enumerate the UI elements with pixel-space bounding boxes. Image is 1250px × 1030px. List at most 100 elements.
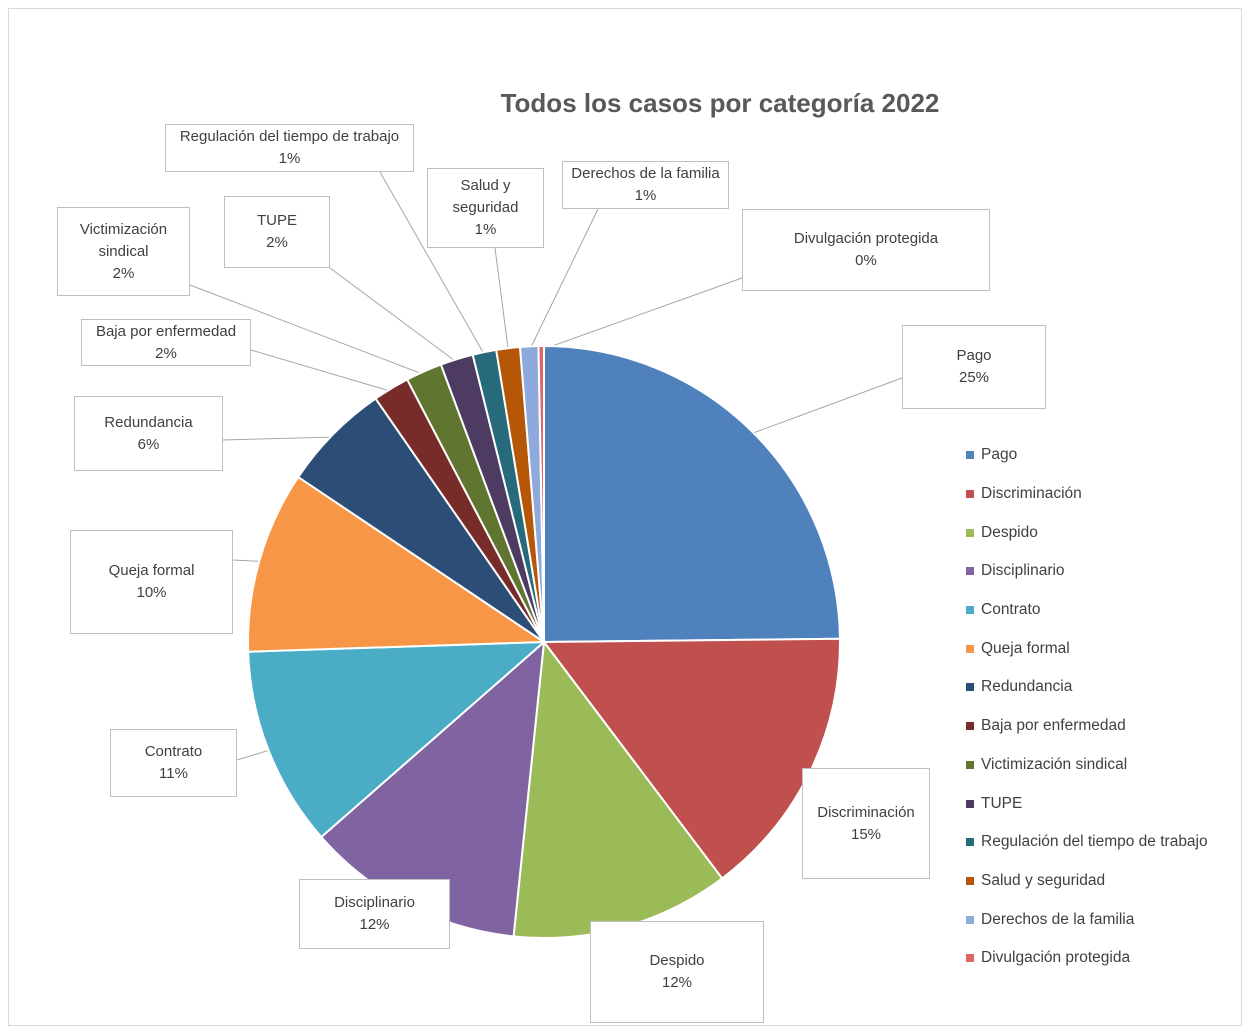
legend-label: Despido [981,523,1038,541]
data-label-baja-por-enfermedad: Baja por enfermedad 2% [81,319,251,366]
pie-slice-divulgacion-protegida [537,344,545,643]
legend-swatch [966,567,974,576]
legend-item-discriminacion: Discriminación [966,475,1246,514]
data-label-percent: 12% [661,974,693,991]
data-label-percent: 2% [155,344,177,362]
legend-label: TUPE [981,794,1023,812]
data-label-percent: 10% [136,584,167,601]
legend-swatch [966,799,974,808]
data-label-percent: 2% [266,234,288,251]
data-label-name: Queja formal [108,562,195,579]
legend-item-pago: Pago [966,436,1246,475]
leader-line-regulacion-del-tiempo-de-trabajo [379,171,486,357]
data-label-name: Despido [649,952,705,969]
legend-item-regulacion-del-tiempo-de-trabajo: Regulación del tiempo de trabajo [966,823,1246,862]
legend-label: Baja por enfermedad [981,717,1126,735]
data-label-name-line: Victimización [79,220,168,238]
data-label-name-line: Salud y [460,177,511,194]
leader-line-redundancia [222,436,337,441]
data-label-name: Derechos de la familia [571,165,720,182]
legend-swatch [966,528,974,537]
legend-item-redundancia: Redundancia [966,668,1246,707]
legend-label: Victimización sindical [981,755,1128,773]
legend-label: Derechos de la familia [981,910,1135,928]
data-label-percent: 11% [159,765,188,782]
data-label-divulgacion-protegida: Divulgación protegida 0% [742,209,990,291]
data-label-contrato: Contrato 11% [110,729,237,797]
legend-item-tupe: TUPE [966,784,1246,823]
pie-slices [247,344,841,939]
data-label-percent: 12% [359,916,390,933]
data-label-queja-formal: Queja formal 10% [70,530,233,634]
data-label-name: Victimización sindical [80,219,167,263]
legend-label: Pago [981,446,1018,464]
data-label-name-line: seguridad [452,199,519,216]
data-label-name: Baja por enfermedad [95,322,237,340]
data-label-name: Contrato [144,743,203,760]
legend-item-despido: Despido [966,513,1246,552]
legend-label: Discriminación [981,485,1082,503]
chart-title: Todos los casos por categoría 2022 [500,88,940,118]
legend-label: Regulación del tiempo de trabajo [981,833,1208,851]
pie-slice-pago [543,344,841,644]
data-label-percent: 1% [278,150,301,167]
legend-swatch [966,760,974,769]
legend-swatch [966,876,974,885]
data-label-victimizacion-sindical: Victimización sindical 2% [57,207,190,296]
leader-line-pago [749,377,903,435]
data-label-regulacion-del-tiempo-de-trabajo: Regulación del tiempo de trabajo 1% [165,124,414,172]
legend-label: Redundancia [981,678,1073,696]
legend-swatch [966,722,974,731]
leader-lines [189,171,903,924]
legend-item-victimizacion-sindical: Victimización sindical [966,746,1246,785]
legend-item-disciplinario: Disciplinario [966,552,1246,591]
legend-item-salud-y-seguridad: Salud y seguridad [966,862,1246,901]
pie-slice-contrato [247,640,547,839]
legend-item-baja-por-enfermedad: Baja por enfermedad [966,707,1246,746]
data-label-redundancia: Redundancia 6% [74,396,223,471]
data-label-percent: 2% [112,264,135,282]
leader-line-victimizacion-sindical [189,284,426,376]
leader-line-tupe [329,267,459,364]
chart-frame [8,8,1242,1026]
data-label-name: Redundancia [104,413,193,431]
legend-swatch [966,683,974,692]
leader-line-salud-y-seguridad [494,247,510,353]
pie-slice-queja-formal [247,475,548,653]
data-label-pago: Pago 25% [902,325,1046,409]
data-label-tupe: TUPE 2% [224,196,330,268]
leader-line-divulgacion-protegida [541,277,743,351]
data-label-discriminacion: Discriminación 15% [802,768,930,879]
data-label-name: Discriminación [817,803,915,821]
data-label-percent: 6% [137,435,160,453]
data-label-name: Divulgación protegida [793,230,939,247]
legend-label: Contrato [981,601,1041,619]
legend: Pago Discriminación Despido Disciplinario Co… [966,436,1246,978]
data-label-name: TUPE [256,212,297,229]
leader-line-contrato [236,748,273,761]
legend-item-contrato: Contrato [966,591,1246,630]
legend-label: Divulgación protegida [981,949,1131,967]
legend-swatch [966,606,974,615]
data-label-name: Salud y seguridad [453,175,519,219]
data-label-percent: 0% [855,252,877,269]
data-label-name: Disciplinario [334,894,415,911]
leader-line-baja-por-enfermedad [250,349,394,393]
legend-label: Disciplinario [981,562,1065,580]
legend-item-derechos-de-la-familia: Derechos de la familia [966,900,1246,939]
data-label-name-line: sindical [98,242,149,260]
data-label-salud-y-seguridad: Salud y seguridad 1% [427,168,544,248]
legend-swatch [966,451,974,460]
data-label-despido: Despido 12% [590,921,764,1023]
legend-item-queja-formal: Queja formal [966,629,1246,668]
data-label-percent: 1% [634,187,657,204]
legend-label: Salud y seguridad [981,871,1106,889]
data-label-percent: 1% [474,221,497,238]
data-label-derechos-de-la-familia: Derechos de la familia 1% [562,161,729,209]
legend-item-divulgacion-protegida: Divulgación protegida [966,939,1246,978]
data-label-name: Pago [956,347,992,364]
leader-line-derechos-de-la-familia [528,208,599,351]
data-label-name: Regulación del tiempo de trabajo [179,128,400,145]
legend-swatch [966,644,974,653]
